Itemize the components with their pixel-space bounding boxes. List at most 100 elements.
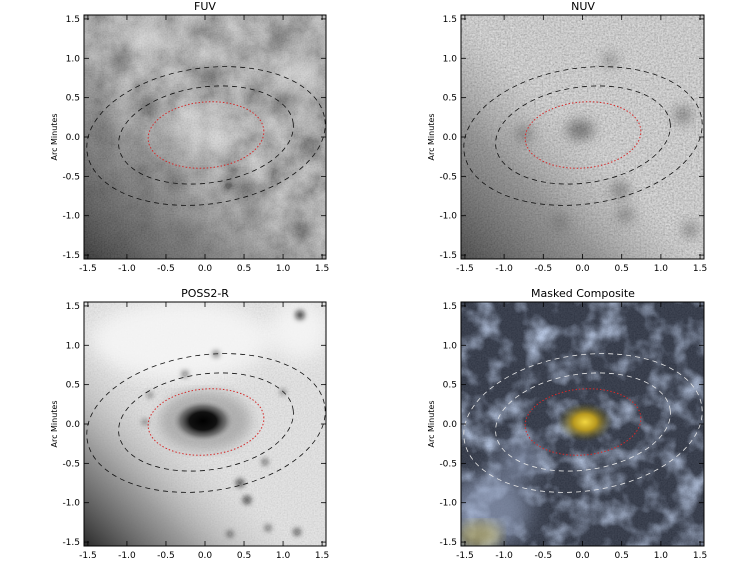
x-tick-label: 0.0 (575, 551, 590, 561)
panel-title: NUV (571, 0, 595, 13)
outer-aperture-ellipse (463, 66, 703, 206)
x-axis-ticks: -1.5 -1.0 -0.5 0.0 0.5 1.0 1.5 (79, 302, 329, 561)
middle-aperture-ellipse (118, 372, 294, 472)
x-tick-label: -0.5 (157, 264, 175, 274)
x-tick-label: -0.5 (157, 551, 175, 561)
x-tick-label: 0.5 (237, 264, 251, 274)
y-tick-label: -1.5 (62, 251, 80, 261)
galaxy-core (173, 401, 233, 441)
galaxy-core-yellow (557, 402, 613, 442)
y-tick-label: -0.5 (62, 172, 80, 182)
outer-aperture-ellipse (86, 353, 326, 493)
x-tick-label: 0.5 (237, 551, 251, 561)
inner-aperture-ellipse (147, 388, 265, 456)
y-tick-label: 1.5 (443, 15, 457, 25)
middle-aperture-ellipse (118, 85, 294, 185)
middle-aperture-ellipse (495, 85, 671, 185)
y-axis-ticks: 1.5 1.0 0.5 0.0 -0.5 -1.0 -1.5 (439, 15, 704, 261)
y-tick-label: -1.5 (439, 251, 457, 261)
y-axis-label: Arc Minutes (50, 113, 59, 160)
x-tick-label: 1.0 (276, 264, 291, 274)
y-tick-label: 0.0 (443, 420, 458, 430)
x-axis-ticks: -1.5 -1.0 -0.5 0.0 0.5 1.0 1.5 (79, 15, 329, 274)
y-tick-label: -1.0 (62, 212, 80, 222)
outer-aperture-ellipse (86, 66, 326, 206)
y-tick-label: -1.0 (439, 212, 457, 222)
y-tick-label: 1.5 (443, 302, 457, 312)
x-tick-label: -0.5 (535, 551, 553, 561)
x-tick-label: -1.5 (456, 264, 474, 274)
y-tick-label: -0.5 (439, 459, 457, 469)
y-tick-label: 0.5 (66, 381, 80, 391)
y-tick-label: 1.0 (66, 341, 81, 351)
y-axis-label: Arc Minutes (427, 113, 436, 160)
x-axis-ticks: -1.5 -1.0 -0.5 0.0 0.5 1.0 1.5 (456, 15, 707, 274)
y-axis-ticks: 1.5 1.0 0.5 0.0 -0.5 -1.0 -1.5 (62, 15, 326, 261)
x-tick-label: -1.0 (118, 551, 136, 561)
y-axis-ticks: 1.5 1.0 0.5 0.0 -0.5 -1.0 -1.5 (62, 302, 326, 548)
y-tick-label: 1.5 (66, 15, 80, 25)
inner-aperture-ellipse (524, 388, 642, 456)
panel-image-nuv (461, 15, 704, 259)
x-tick-label: -1.5 (79, 551, 97, 561)
panel-title: POSS2-R (181, 287, 229, 300)
panel-nuv: NUV -1.5 -1.0 -0.5 0.0 0.5 1.0 1.5 1.5 (427, 0, 707, 274)
panel-title: FUV (194, 0, 216, 13)
panel-poss2-r: POSS2-R (50, 287, 329, 561)
x-tick-label: 1.5 (315, 264, 329, 274)
x-tick-label: 1.0 (654, 264, 669, 274)
inner-aperture-ellipse (524, 101, 642, 169)
y-tick-label: -0.5 (439, 172, 457, 182)
x-tick-label: -1.0 (495, 264, 513, 274)
x-axis-ticks: -1.5 -1.0 -0.5 0.0 0.5 1.0 1.5 (456, 302, 707, 561)
y-tick-label: 1.0 (443, 54, 458, 64)
x-tick-label: -1.0 (495, 551, 513, 561)
y-tick-label: -1.5 (439, 538, 457, 548)
panel-masked-composite: Masked Composite -1.5 -1.0 -0.5 0.0 0.5 1.0 1.… (427, 287, 707, 561)
y-axis-label: Arc Minutes (50, 400, 59, 447)
aperture-ellipses (86, 353, 326, 493)
y-tick-label: 1.0 (443, 341, 458, 351)
x-tick-label: 0.0 (575, 264, 590, 274)
x-tick-label: -1.0 (118, 264, 136, 274)
y-tick-label: 0.5 (443, 381, 457, 391)
y-tick-label: 0.0 (66, 133, 81, 143)
x-tick-label: -1.5 (79, 264, 97, 274)
y-axis-label: Arc Minutes (427, 400, 436, 447)
outer-aperture-ellipse (463, 353, 703, 493)
y-tick-label: -0.5 (62, 459, 80, 469)
y-tick-label: -1.0 (62, 499, 80, 509)
x-tick-label: 0.0 (198, 551, 213, 561)
y-tick-label: -1.0 (439, 499, 457, 509)
x-tick-label: 0.0 (198, 264, 213, 274)
y-tick-label: 0.5 (443, 94, 457, 104)
y-tick-label: 0.0 (443, 133, 458, 143)
panel-fuv: FUV (50, 0, 329, 274)
y-tick-label: 0.5 (66, 94, 80, 104)
panel-image-poss2-r (84, 302, 326, 546)
panel-title: Masked Composite (531, 287, 635, 300)
foreground-stars (143, 311, 304, 537)
inner-aperture-ellipse (147, 101, 265, 169)
y-tick-label: 1.5 (66, 302, 80, 312)
y-tick-label: 1.0 (66, 54, 81, 64)
aperture-ellipses (86, 66, 326, 206)
panel-image-fuv (84, 15, 326, 259)
aperture-ellipses (463, 353, 703, 493)
y-tick-label: 0.0 (66, 420, 81, 430)
middle-aperture-ellipse (495, 372, 671, 472)
x-tick-label: 0.5 (615, 551, 629, 561)
x-tick-label: -0.5 (535, 264, 553, 274)
x-tick-label: -1.5 (456, 551, 474, 561)
x-tick-label: 1.5 (315, 551, 329, 561)
x-tick-label: 1.0 (654, 551, 669, 561)
aperture-ellipses (463, 66, 703, 206)
x-tick-label: 0.5 (615, 264, 629, 274)
y-axis-ticks: 1.5 1.0 0.5 0.0 -0.5 -1.0 -1.5 (439, 302, 704, 548)
y-tick-label: -1.5 (62, 538, 80, 548)
x-tick-label: 1.5 (693, 551, 707, 561)
x-tick-label: 1.0 (276, 551, 291, 561)
panel-image-masked-composite (461, 302, 704, 546)
x-tick-label: 1.5 (693, 264, 707, 274)
